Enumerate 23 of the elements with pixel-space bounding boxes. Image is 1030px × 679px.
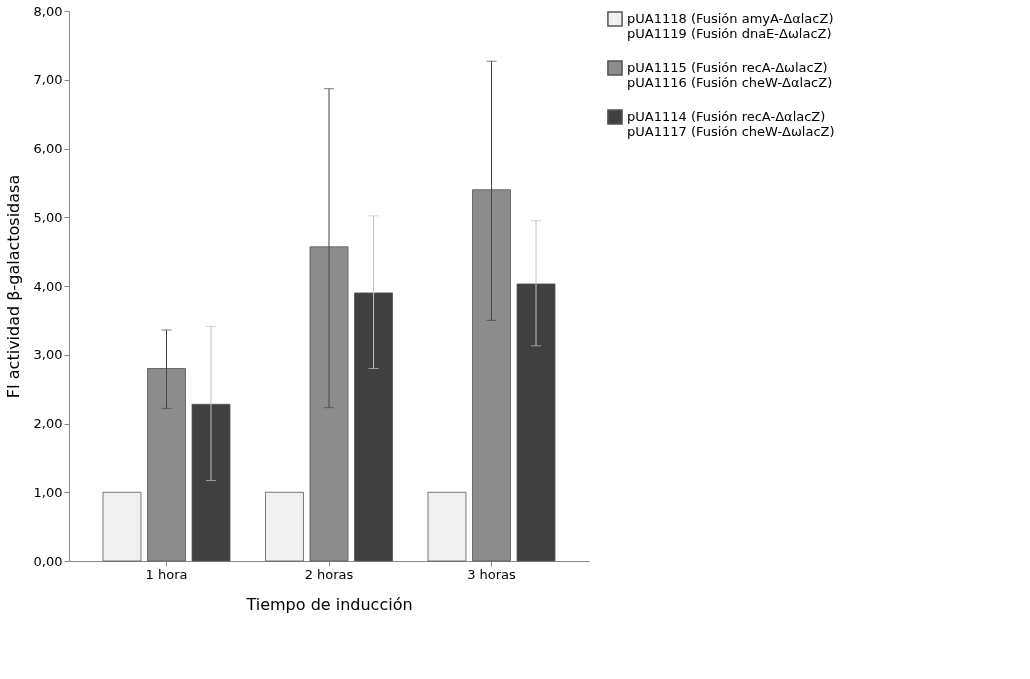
y-tick-label: 3,00 [33,347,63,363]
y-tick-label: 4,00 [33,278,63,294]
y-tick-label: 2,00 [33,416,63,431]
y-tick-label: 6,00 [33,141,63,156]
y-tick-label: 0,00 [33,553,63,569]
bar [427,491,467,562]
y-axis-title: FI actividad β-galactosidasa [3,174,23,399]
legend-label: pUA1115 (Fusión recA-ΔωlacZ) pUA1116 (Fusión cheW-ΔαlacZ) [627,60,833,90]
y-tick-label: 7,00 [33,72,63,88]
y-tick-label: 1,00 [33,484,63,500]
bar [265,491,304,562]
legend-label: pUA1114 (Fusión recA-ΔαlacZ) pUA1117 (Fusión cheW-ΔωlacZ) [627,109,835,139]
x-tick-label: 1 hora [145,566,188,582]
bar [354,292,393,562]
x-tick-label: 3 horas [467,566,517,582]
bar [191,403,231,562]
y-tick-label: 5,00 [33,209,63,225]
x-axis-title: Tiempo de inducción [245,594,413,614]
bar [102,491,142,562]
y-tick-label: 8,00 [33,3,63,19]
bar [516,283,556,562]
x-tick-label: 2 horas [304,566,354,582]
legend-label: pUA1118 (Fusión amyA-ΔαlacZ) pUA1119 (Fusión dnaE-ΔωlacZ) [627,11,834,41]
